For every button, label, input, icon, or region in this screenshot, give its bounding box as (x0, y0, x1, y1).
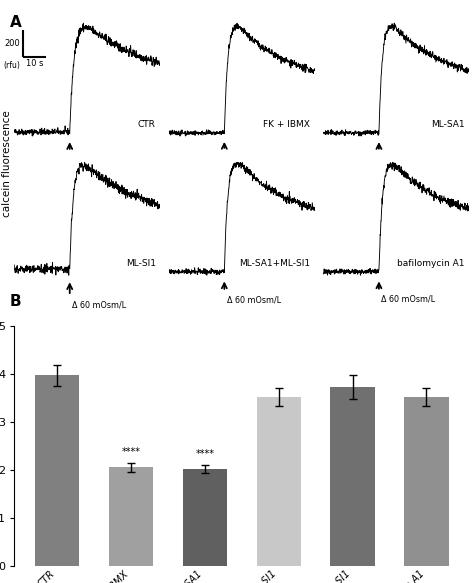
Bar (109, 468, 153, 566)
Text: ML-SA1+ML-SI1: ML-SA1+ML-SI1 (239, 259, 310, 268)
Text: Δ 60 mOsm/L: Δ 60 mOsm/L (72, 300, 126, 309)
Bar (330, 387, 375, 566)
Text: A: A (9, 15, 21, 30)
Bar (182, 469, 227, 566)
Text: bafilomycin A1: bafilomycin A1 (397, 259, 465, 268)
Text: ****: **** (121, 447, 140, 457)
Text: Δ 60 mOsm/L: Δ 60 mOsm/L (381, 295, 435, 304)
Bar (35, 375, 79, 566)
Text: CTR: CTR (138, 120, 155, 129)
Text: 200: 200 (5, 39, 21, 48)
Text: FK + IBMX: FK + IBMX (264, 120, 310, 129)
Bar (404, 397, 448, 566)
Text: B: B (9, 294, 21, 310)
Text: ****: **** (195, 449, 214, 459)
Bar (256, 397, 301, 566)
Text: 10 s: 10 s (26, 59, 44, 68)
Text: calcein fluorescence: calcein fluorescence (2, 110, 12, 217)
Text: (rfu): (rfu) (4, 61, 21, 71)
Text: Δ 60 mOsm/L: Δ 60 mOsm/L (227, 295, 281, 304)
Text: ML-SA1: ML-SA1 (431, 120, 465, 129)
Text: ML-SI1: ML-SI1 (126, 259, 155, 268)
